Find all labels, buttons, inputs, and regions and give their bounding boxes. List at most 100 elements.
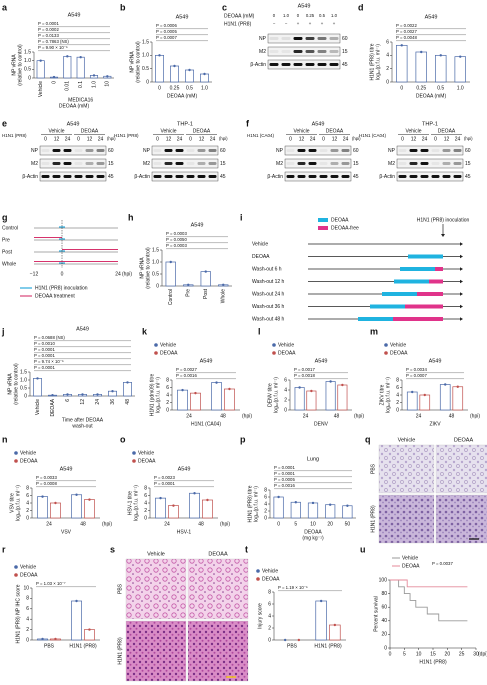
x-tick-label: 36 — [110, 399, 116, 405]
y-tick-label: 8 — [26, 485, 29, 491]
bar-point — [319, 599, 323, 603]
drug-segment — [408, 254, 443, 259]
y-tick-label: 0.5 — [24, 67, 31, 73]
unit-label: (hpi) — [352, 136, 361, 141]
panel-title: A549 — [176, 14, 189, 20]
molecular-weight: 60 — [220, 148, 226, 154]
panel-letter: u — [360, 544, 366, 554]
x-tick-label: 10 — [310, 521, 316, 527]
legend-label: DEOAA — [262, 576, 280, 582]
lane-label: 24 — [343, 136, 349, 142]
x-tick-label: 6 — [65, 399, 71, 402]
y-axis-label: log₁₀(p.f.u. ml⁻¹) — [273, 377, 279, 413]
y-tick-label: 0 — [268, 637, 271, 643]
legend-label: Vehicle — [262, 568, 278, 574]
blot-title: A549 — [298, 3, 311, 9]
blot-band — [420, 149, 429, 152]
time-unit: (hpi) — [122, 271, 132, 277]
condition-label: Vehicle — [405, 128, 421, 134]
molecular-weight: 60 — [342, 36, 348, 42]
inoculation-label: H1N1 (PR8) inoculation — [417, 217, 470, 223]
blot-band — [398, 162, 407, 165]
blot-band — [74, 175, 83, 178]
blot-strip — [267, 59, 341, 70]
bar — [342, 505, 353, 519]
y-tick-label: 100 — [379, 577, 388, 583]
y-axis-label: log₁₀(p.f.u. ml⁻¹) — [155, 377, 161, 413]
blot-band — [442, 175, 451, 178]
bar-point — [459, 55, 462, 58]
blot-band — [175, 149, 184, 152]
blot-title: THP-1 — [422, 121, 438, 127]
y-tick-label: 80 — [381, 591, 387, 597]
x-axis-label: wash-out — [72, 423, 93, 429]
bar-point — [346, 504, 349, 507]
column-label: DEOAA — [208, 551, 228, 557]
y-tick-label: 8 — [26, 596, 29, 602]
p-value: P = 0.0034 — [406, 367, 427, 372]
blot-band — [329, 37, 339, 40]
y-tick-label: 6 — [26, 606, 29, 612]
legend-marker — [132, 459, 136, 463]
bar-point — [456, 385, 459, 388]
bar — [200, 271, 211, 287]
bar-point — [75, 493, 78, 496]
blot-band — [269, 63, 279, 66]
y-tick-label: 1.5 — [142, 39, 149, 45]
blot-band — [329, 63, 339, 66]
blot-strip — [284, 171, 352, 182]
bar — [325, 504, 336, 519]
panel-letter: t — [245, 544, 248, 554]
survival-line — [390, 579, 468, 588]
y-tick-label: 1.5 — [20, 369, 27, 375]
blot-band — [431, 149, 440, 152]
row-label: Wash-out 12 h — [252, 279, 285, 285]
y-tick-label: 2 — [166, 400, 169, 406]
blot-band — [398, 149, 407, 152]
bar-point — [172, 504, 175, 507]
blot-row-label: M2 — [31, 161, 38, 167]
panel-title: A549 — [429, 358, 442, 364]
lane-label: 0 — [434, 136, 437, 142]
y-tick-label: 6 — [26, 493, 29, 499]
blot-band — [96, 149, 105, 152]
molecular-weight: 60 — [108, 148, 114, 154]
y-tick-label: 0.5 — [152, 271, 159, 277]
bar — [435, 54, 447, 83]
bar-point — [88, 498, 91, 501]
blot-band — [175, 162, 184, 165]
blot-strip — [39, 145, 107, 156]
y-tick-label: 0 — [166, 407, 169, 413]
bar-point — [75, 599, 78, 603]
blot-band — [453, 149, 462, 152]
blot-band — [281, 50, 291, 53]
lane-label: 12 — [199, 136, 205, 142]
bar-point — [88, 628, 91, 631]
blot-band — [197, 162, 206, 165]
p-value: P = 0.0003 — [166, 231, 187, 236]
x-tick-label: 30 — [473, 651, 479, 657]
panel-letter: s — [110, 544, 115, 554]
legend-label: Vehicle — [390, 342, 406, 348]
bar-point — [41, 637, 44, 641]
bar-point — [341, 383, 344, 387]
lane-label: 0 — [289, 136, 292, 142]
x-axis-label: H1N1 (PR8) — [419, 659, 447, 665]
micrograph — [435, 494, 487, 544]
lane-label: 0 — [401, 136, 404, 142]
legend-marker — [14, 565, 18, 569]
blot-row-label: NP — [259, 36, 267, 42]
blot-band — [341, 149, 350, 152]
x-axis-label: Time after DEOAA — [62, 417, 104, 423]
arrow-head — [460, 304, 463, 309]
bar — [406, 391, 418, 411]
x-tick-label: 0.01 — [65, 81, 71, 91]
x-tick-label: 0.5 — [186, 85, 193, 91]
row-label: Post — [2, 249, 13, 255]
y-tick-label: 2 — [396, 400, 399, 406]
blot-band — [52, 149, 61, 152]
legend-marker — [256, 577, 260, 581]
row-label: DEOAA — [252, 254, 270, 260]
blot-band — [317, 63, 327, 66]
bar-point — [169, 260, 172, 264]
